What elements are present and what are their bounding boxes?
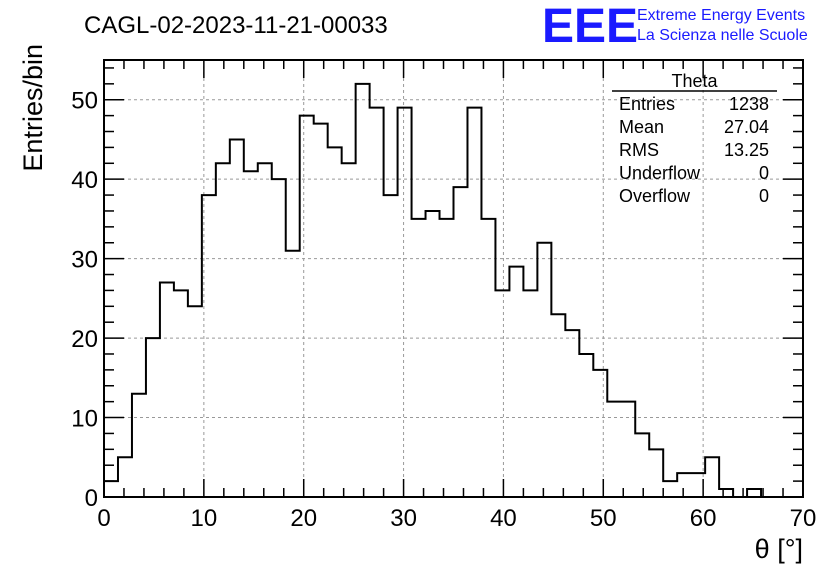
logo-line-2: La Scienza nelle Scuole <box>637 27 808 44</box>
grid-lines <box>104 60 803 497</box>
x-tick-label: 60 <box>690 505 717 532</box>
stats-box-title: Theta <box>671 71 718 91</box>
stats-row-value: 1238 <box>729 94 769 114</box>
x-axis-title: θ [°] <box>755 534 803 564</box>
stats-box: Theta Entries 1238 Mean 27.04 RMS 13.25 Underfl… <box>612 71 777 206</box>
stats-row-label: Underflow <box>619 163 701 183</box>
histogram-outline <box>103 82 803 498</box>
y-tick-label: 10 <box>71 406 98 433</box>
stats-row-value: 13.25 <box>724 140 769 160</box>
eee-logo-mark: EEE <box>542 0 638 53</box>
stats-row-label: Overflow <box>619 186 691 206</box>
x-tick-label: 70 <box>790 505 817 532</box>
y-tick-label: 50 <box>71 88 98 115</box>
x-tick-label: 40 <box>490 505 517 532</box>
y-tick-label: 40 <box>71 167 98 194</box>
stats-row-label: Entries <box>619 94 675 114</box>
stats-row-label: Mean <box>619 117 664 137</box>
x-tick-label: 0 <box>97 505 110 532</box>
x-tick-label: 30 <box>390 505 417 532</box>
y-tick-labels: 0 10 20 30 40 50 <box>71 88 98 512</box>
stats-row-value: 0 <box>759 186 769 206</box>
x-tick-label: 10 <box>191 505 218 532</box>
x-tick-labels: 0 10 20 30 40 50 60 70 <box>97 505 816 532</box>
y-tick-label: 30 <box>71 247 98 274</box>
eee-logo: EEE Extreme Energy Events La Scienza nel… <box>542 0 808 53</box>
stats-row-label: RMS <box>619 140 659 160</box>
x-tick-label: 20 <box>290 505 317 532</box>
stats-row-value: 0 <box>759 163 769 183</box>
y-tick-label: 0 <box>85 485 98 512</box>
y-axis-title: Entries/bin <box>18 44 48 172</box>
x-tick-label: 50 <box>590 505 617 532</box>
axis-ticks <box>103 60 804 498</box>
plot-frame <box>103 59 804 498</box>
y-tick-label: 20 <box>71 326 98 353</box>
logo-line-1: Extreme Energy Events <box>637 7 805 24</box>
stats-row-value: 27.04 <box>724 117 769 137</box>
chart-title: CAGL-02-2023-11-21-00033 <box>84 12 388 39</box>
